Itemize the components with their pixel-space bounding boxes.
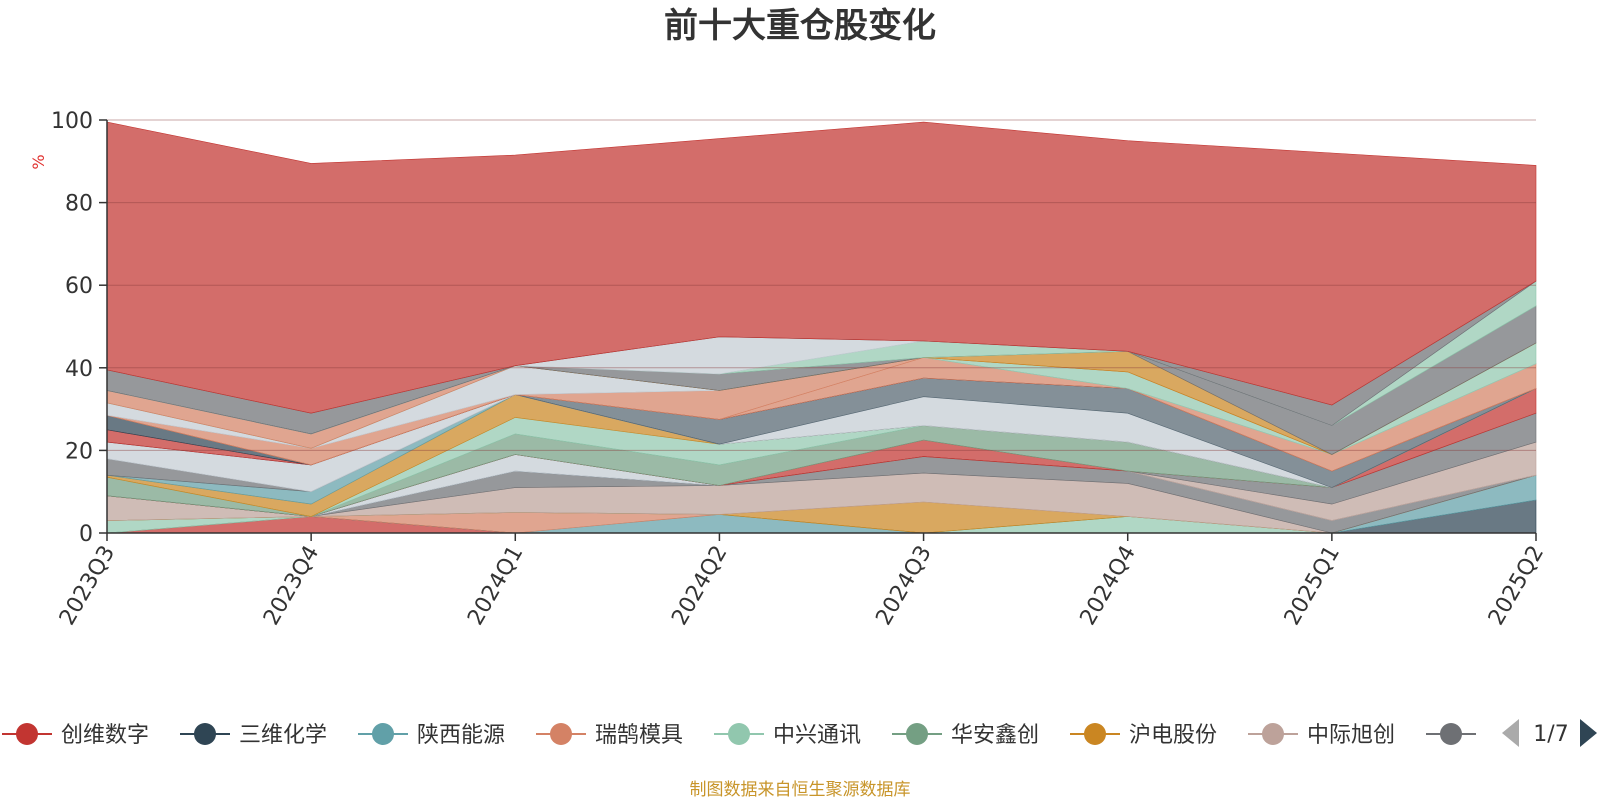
legend-row: 创维数字 三维化学 陕西能源 瑞鹄模具 中兴通讯 华安鑫创 沪电股份 中际旭创: [2, 723, 1476, 748]
legend-item-0[interactable]: 创维数字: [2, 723, 149, 748]
y-tick-label-1: 20: [65, 439, 93, 464]
area-layers: [106, 121, 1537, 534]
legend-item-7[interactable]: 中际旭创: [1248, 723, 1395, 748]
legend-prev-icon[interactable]: [1502, 719, 1519, 747]
legend-item-1[interactable]: 三维化学: [180, 723, 327, 748]
gridlines: [107, 119, 1536, 451]
y-axis-unit: %: [29, 154, 48, 169]
y-tick-label-2: 40: [65, 357, 93, 382]
x-tick-label-3: 2024Q2: [667, 542, 732, 630]
legend-item-4[interactable]: 中兴通讯: [714, 723, 861, 748]
legend-marker-3: [550, 723, 572, 745]
legend-label-6: 沪电股份: [1129, 723, 1217, 748]
legend-marker-8: [1440, 723, 1462, 745]
legend-marker-1: [194, 723, 216, 745]
x-tick-label-6: 2025Q1: [1280, 542, 1345, 630]
area-series-33[interactable]: [106, 121, 1537, 414]
legend-marker-6: [1084, 723, 1106, 745]
x-tick-label-5: 2024Q4: [1076, 542, 1141, 630]
legend-label-2: 陕西能源: [417, 723, 505, 748]
y-tick-label-3: 60: [65, 274, 93, 299]
axes: [106, 120, 1536, 534]
legend-label-3: 瑞鹄模具: [595, 723, 683, 748]
x-tick-label-7: 2025Q2: [1484, 542, 1549, 630]
x-tick-label-0: 2023Q3: [55, 542, 120, 630]
legend-item-5[interactable]: 华安鑫创: [892, 723, 1039, 748]
data-source-note: 制图数据来自恒生聚源数据库: [690, 780, 911, 800]
legend: 创维数字 三维化学 陕西能源 瑞鹄模具 中兴通讯 华安鑫创 沪电股份 中际旭创: [2, 723, 1476, 748]
legend-label-1: 三维化学: [239, 723, 327, 748]
x-tick-label-1: 2023Q4: [259, 542, 324, 630]
x-ticks: 2023Q3 2023Q4 2024Q1 2024Q2 2024Q3 2024Q4 2025…: [55, 533, 1549, 630]
legend-marker-5: [906, 723, 928, 745]
legend-pager: 1/7: [1502, 719, 1597, 747]
legend-page-indicator: 1/7: [1533, 722, 1568, 747]
legend-marker-2: [372, 723, 394, 745]
y-tick-label-5: 100: [51, 109, 93, 134]
legend-item-8[interactable]: [1426, 723, 1476, 745]
y-tick-label-0: 0: [79, 522, 93, 547]
legend-next-icon[interactable]: [1580, 719, 1597, 747]
legend-label-5: 华安鑫创: [951, 723, 1039, 748]
legend-label-4: 中兴通讯: [773, 723, 861, 748]
legend-marker-4: [728, 723, 750, 745]
chart-title: 前十大重仓股变化: [664, 6, 936, 46]
legend-marker-7: [1262, 723, 1284, 745]
x-tick-label-2: 2024Q1: [463, 542, 528, 630]
x-tick-label-4: 2024Q3: [871, 542, 936, 630]
legend-marker-0: [16, 723, 38, 745]
y-ticks: 0 20 40 60 80 100: [51, 109, 107, 547]
y-tick-label-4: 80: [65, 192, 93, 217]
legend-item-2[interactable]: 陕西能源: [358, 723, 505, 748]
legend-item-3[interactable]: 瑞鹄模具: [536, 723, 683, 748]
legend-label-0: 创维数字: [61, 723, 149, 748]
legend-label-7: 中际旭创: [1307, 723, 1395, 748]
legend-item-6[interactable]: 沪电股份: [1070, 723, 1217, 748]
